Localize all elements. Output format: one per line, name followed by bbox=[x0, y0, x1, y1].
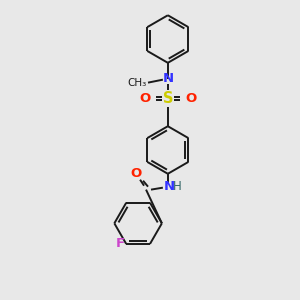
Text: F: F bbox=[116, 237, 125, 250]
Text: N: N bbox=[162, 72, 173, 85]
Text: N: N bbox=[163, 180, 174, 193]
Text: O: O bbox=[140, 92, 151, 105]
Text: O: O bbox=[130, 167, 142, 180]
Text: H: H bbox=[173, 180, 182, 193]
Text: S: S bbox=[163, 91, 173, 106]
Text: CH₃: CH₃ bbox=[128, 78, 147, 88]
Text: O: O bbox=[185, 92, 196, 105]
